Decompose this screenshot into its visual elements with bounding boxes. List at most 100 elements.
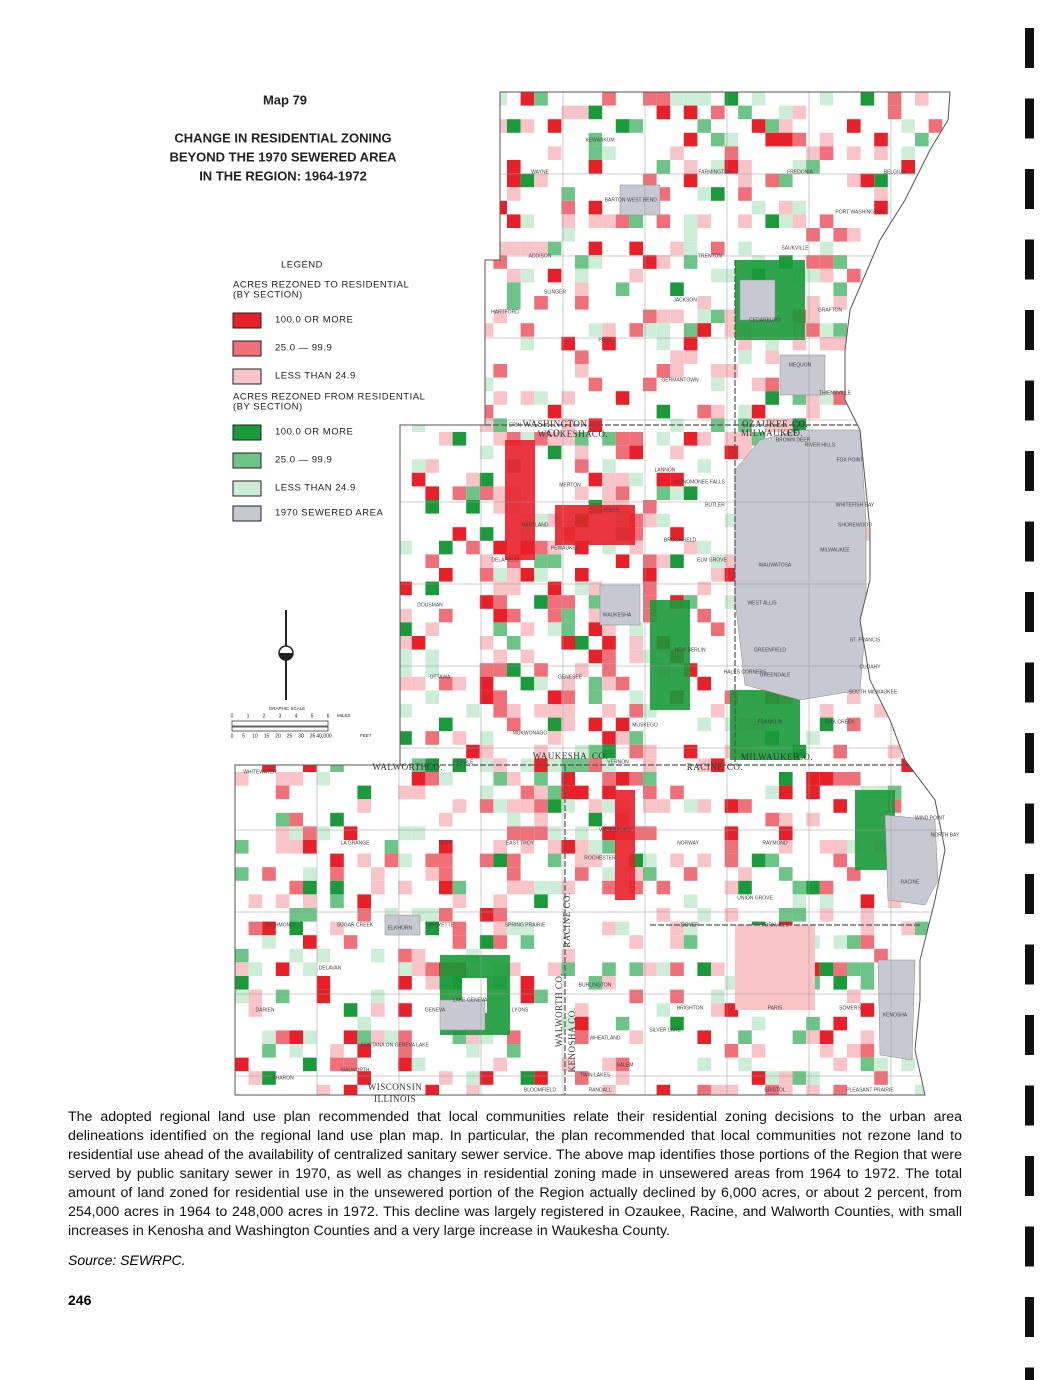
section (275, 812, 290, 827)
section (738, 241, 752, 256)
place-label: SUGAR CREEK (337, 922, 374, 928)
section (643, 962, 657, 976)
section (425, 962, 439, 976)
section (493, 1057, 507, 1072)
section (561, 391, 575, 405)
scale-unit: MILES (337, 713, 351, 718)
section (343, 935, 358, 949)
section (248, 894, 263, 908)
section (629, 622, 643, 636)
section (833, 772, 847, 786)
section (765, 418, 779, 432)
section (479, 377, 494, 392)
section (235, 962, 249, 976)
section (724, 132, 739, 147)
section (303, 962, 317, 976)
section (806, 268, 820, 283)
map-title-line: IN THE REGION: 1964-1972 (199, 168, 367, 183)
section (561, 690, 575, 704)
section (262, 1071, 276, 1085)
section (588, 160, 603, 174)
section (275, 772, 290, 786)
section (833, 799, 847, 813)
place-label: VERNON (607, 759, 629, 765)
place-label: MUKWONAGO (513, 730, 548, 736)
section (670, 554, 684, 568)
section (683, 935, 698, 949)
section (575, 268, 589, 283)
section (425, 853, 439, 868)
place-label: GREENFIELD (754, 647, 786, 653)
red-block (555, 505, 635, 545)
section (588, 690, 603, 704)
section (711, 132, 725, 147)
section (697, 187, 711, 201)
place-label: WHEATLAND (589, 1035, 620, 1041)
section (343, 826, 358, 840)
section (289, 880, 303, 895)
section (262, 921, 276, 936)
section (874, 1071, 888, 1085)
place-label: WATERFORD (599, 827, 631, 833)
section (493, 622, 507, 636)
place-label: DOUSMAN (417, 602, 443, 608)
section (847, 228, 861, 242)
section (874, 187, 888, 201)
place-label: SOMERS (839, 1005, 861, 1011)
section (629, 214, 643, 228)
section (765, 132, 779, 147)
section (806, 323, 820, 337)
section (561, 214, 575, 228)
section (520, 921, 535, 936)
section (507, 282, 521, 296)
section (738, 105, 752, 120)
county-label: WASHINGTON (523, 419, 588, 429)
section (507, 962, 521, 976)
county-label: RACINE (687, 762, 724, 772)
place-label: RAYMOND (762, 840, 788, 846)
section (452, 731, 467, 745)
county-label: RACINE CO. (562, 892, 572, 948)
section (629, 744, 643, 759)
scale-tick: 0 (231, 713, 234, 719)
section (507, 880, 521, 895)
section (602, 731, 616, 745)
section (534, 554, 548, 568)
section (479, 445, 494, 460)
section (847, 772, 861, 786)
section (235, 772, 249, 786)
section (779, 867, 793, 881)
section (575, 350, 589, 364)
section (534, 513, 548, 528)
section (738, 350, 752, 364)
section (670, 962, 684, 976)
section (819, 268, 834, 283)
place-label: OAK CREEK (825, 719, 855, 725)
section (806, 404, 820, 419)
section (629, 636, 643, 650)
section (425, 921, 439, 936)
section (806, 296, 820, 310)
section (819, 894, 834, 908)
section (561, 595, 575, 609)
section (303, 935, 317, 949)
section (697, 608, 711, 623)
place-label: GRAFTON (818, 307, 843, 313)
place-label: BRIGHTON (677, 1005, 704, 1011)
section (466, 540, 480, 555)
legend-swatch (232, 480, 262, 497)
section (561, 772, 575, 786)
north-arrow-fill (279, 653, 293, 660)
section (670, 146, 684, 160)
section (643, 772, 657, 786)
section (656, 432, 671, 446)
section (425, 554, 439, 568)
section (534, 799, 548, 813)
place-label: NEW BERLIN (674, 647, 706, 653)
section (615, 676, 630, 691)
section (289, 948, 303, 963)
section (561, 840, 575, 854)
section (520, 622, 535, 636)
section (588, 717, 603, 732)
section (425, 976, 439, 990)
